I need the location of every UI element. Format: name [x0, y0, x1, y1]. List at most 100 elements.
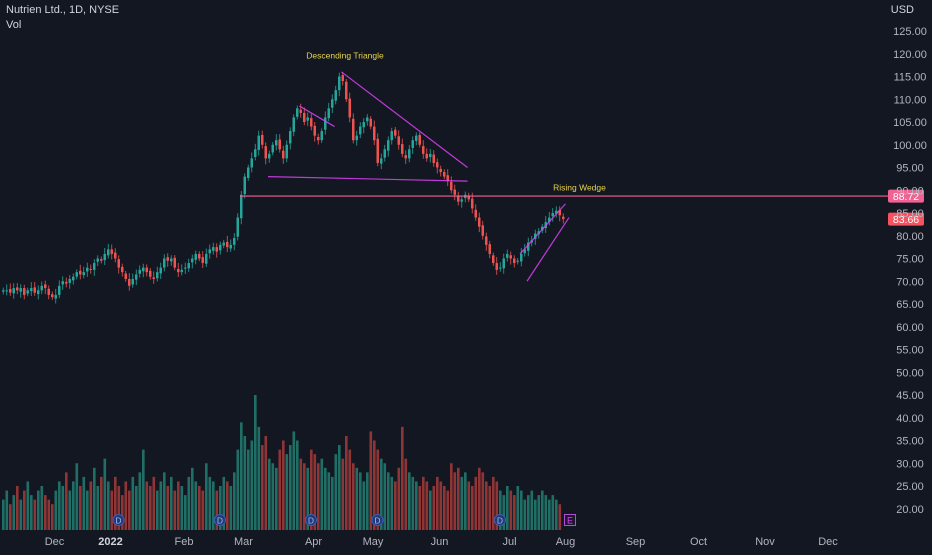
- volume-bar: [268, 458, 271, 530]
- time-axis: Dec 2022 Feb Mar Apr May Jun Jul Aug Sep Oct Nov Dec: [45, 536, 839, 548]
- candle-body: [72, 276, 75, 281]
- candle-body: [387, 140, 390, 151]
- last-price-bg: [888, 212, 924, 226]
- currency-label[interactable]: USD: [890, 4, 914, 16]
- volume-bar: [383, 463, 387, 530]
- candle-body: [320, 131, 323, 141]
- candle-body: [282, 150, 285, 159]
- volume-bar: [488, 486, 492, 530]
- candle-body: [348, 98, 351, 118]
- candle-body: [173, 257, 176, 268]
- volume-bar: [320, 458, 324, 530]
- x-tick-label: Oct: [690, 536, 707, 548]
- x-tick-label: Mar: [234, 536, 253, 548]
- volume-bar: [208, 476, 212, 530]
- volume-bar: [404, 458, 408, 530]
- candle-body: [310, 118, 313, 127]
- earnings-marker-box: [564, 514, 576, 526]
- candle-body: [551, 213, 554, 217]
- volume-bar: [387, 472, 390, 530]
- candle-body: [324, 117, 327, 130]
- volume-bar: [516, 486, 520, 530]
- volume-bar: [492, 476, 495, 530]
- candle-body: [341, 75, 344, 82]
- volume-bar: [44, 495, 47, 530]
- volume-bar: [285, 454, 289, 530]
- candle-body: [520, 253, 523, 262]
- volume-bar: [110, 490, 114, 530]
- candle-body: [352, 118, 355, 141]
- candle-body: [558, 210, 561, 216]
- volume-bar: [502, 495, 506, 530]
- candle-body: [432, 154, 435, 163]
- candle-body: [240, 194, 243, 219]
- candle-body: [275, 140, 278, 146]
- volume-bar: [457, 467, 460, 530]
- volume-bar: [338, 445, 341, 530]
- candle-body: [296, 108, 299, 117]
- volume-bar: [240, 422, 243, 530]
- candle-body: [317, 137, 320, 141]
- candle-body: [54, 294, 57, 299]
- volume-bar: [369, 431, 373, 530]
- candle-body: [306, 117, 309, 121]
- y-tick-label: 115.00: [894, 72, 927, 84]
- candle-body: [58, 285, 61, 295]
- candle-body: [376, 138, 379, 163]
- candle-body: [313, 125, 316, 136]
- level-price-tag: 88.72: [888, 189, 924, 203]
- volume-bar: [187, 476, 191, 530]
- volume-bar: [201, 490, 205, 530]
- volume-bar: [58, 481, 61, 530]
- dividend-marker-circle: [305, 514, 317, 526]
- volume-bar: [198, 486, 201, 530]
- y-tick-label: 60.00: [896, 322, 924, 334]
- triangle-upper-line: [341, 71, 468, 168]
- candle-body: [457, 196, 460, 202]
- last-price-tag: 83.66: [888, 212, 924, 226]
- dividend-marker: D: [305, 514, 317, 526]
- candle-body: [9, 288, 12, 293]
- volume-bar: [142, 449, 145, 530]
- volume-bar: [9, 504, 12, 530]
- volume-bar: [555, 499, 558, 530]
- volume-bar: [121, 495, 124, 530]
- candle-body: [163, 258, 166, 268]
- candle-body: [229, 244, 232, 249]
- volume-bar: [324, 467, 327, 530]
- volume-bar: [292, 431, 296, 530]
- volume-bar: [334, 454, 338, 530]
- candle-body: [219, 244, 222, 251]
- volume-bar: [397, 467, 401, 530]
- volume-bar: [278, 449, 282, 530]
- candle-body: [30, 288, 33, 292]
- y-tick-label: 95.00: [896, 163, 924, 175]
- volume-bar: [89, 481, 93, 530]
- volume-legend[interactable]: Vol: [6, 19, 22, 31]
- wedge-upper-line: [519, 203, 566, 255]
- candle-body: [191, 258, 194, 263]
- volume-bar: [93, 467, 96, 530]
- dividend-marker: D: [371, 514, 384, 526]
- volume-bar: [306, 467, 310, 530]
- candle-body: [180, 269, 183, 273]
- volume-bar: [289, 445, 292, 530]
- candle-body: [222, 242, 225, 246]
- volume-bar: [345, 435, 348, 530]
- candlesticks: [2, 71, 565, 304]
- volume-bar: [138, 472, 142, 530]
- x-tick-label: Dec: [818, 536, 838, 548]
- symbol-title[interactable]: Nutrien Ltd., 1D, NYSE: [6, 4, 120, 16]
- volume-bar: [544, 495, 548, 530]
- candle-body: [506, 253, 509, 258]
- candle-body: [492, 255, 495, 264]
- candle-body: [40, 285, 43, 291]
- candle-body: [446, 175, 449, 182]
- volume-bar: [509, 490, 513, 530]
- candle-body: [495, 263, 498, 270]
- volume-bar: [159, 481, 163, 530]
- candle-body: [205, 253, 208, 264]
- volume-bar: [422, 476, 425, 530]
